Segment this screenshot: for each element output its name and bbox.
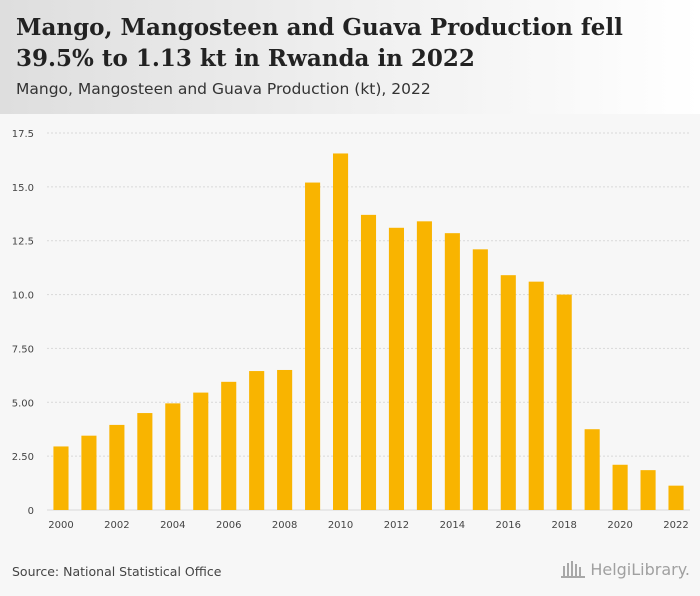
x-tick-label: 2000: [48, 520, 73, 531]
y-tick-label: 15.0: [12, 183, 34, 194]
y-tick-label: 10.0: [12, 291, 34, 302]
bar-2010: [332, 153, 349, 511]
bar-2000: [53, 446, 69, 510]
bar-2008: [277, 369, 293, 510]
helgilibrary-logo: HelgiLibrary.: [560, 558, 690, 580]
bar-2019: [584, 429, 600, 510]
bar-2007: [249, 371, 265, 510]
x-tick-label: 2018: [551, 520, 576, 531]
bar-2009: [305, 182, 321, 510]
x-tick-label: 2010: [328, 520, 353, 531]
chart-area: 0 2.50 5.00 7.50 10.0 12.5 15.0 17.5 2000 2002 200…: [0, 114, 700, 546]
x-tick-label: 2022: [663, 520, 688, 531]
y-tick-label: 17.5: [12, 129, 34, 140]
bar-2018: [556, 294, 572, 510]
chart-subtitle: Mango, Mangosteen and Guava Production (…: [16, 80, 431, 98]
bar-2020: [612, 464, 628, 510]
bar-2005: [193, 392, 209, 510]
bar-2003: [137, 413, 153, 510]
x-tick-label: 2014: [440, 520, 465, 531]
bar-2002: [109, 424, 125, 510]
bar-2011: [360, 214, 377, 510]
x-tick-label: 2006: [216, 520, 241, 531]
x-tick-label: 2016: [496, 520, 521, 531]
bar-2021: [640, 470, 656, 510]
header: Mango, Mangosteen and Guava Production f…: [0, 0, 700, 114]
y-tick-label: 2.50: [12, 452, 34, 463]
bar-2001: [81, 435, 97, 510]
bar-2015: [472, 249, 488, 510]
bar-2004: [165, 403, 181, 510]
x-tick-label: 2002: [104, 520, 129, 531]
logo-text: HelgiLibrary.: [590, 559, 690, 579]
x-tick-label: 2004: [160, 520, 185, 531]
bar-2014: [444, 233, 460, 510]
x-tick-label: 2020: [607, 520, 632, 531]
bar-2016: [500, 275, 516, 510]
x-tick-label: 2008: [272, 520, 297, 531]
bar-2022: [668, 485, 684, 510]
y-tick-label: 0: [28, 506, 34, 517]
y-tick-label: 7.50: [12, 344, 34, 355]
bar-chart: 0 2.50 5.00 7.50 10.0 12.5 15.0 17.5 2000 2002 200…: [12, 129, 690, 531]
y-tick-label: 5.00: [12, 398, 34, 409]
source-note: Source: National Statistical Office: [12, 564, 222, 579]
y-tick-label: 12.5: [12, 237, 34, 248]
bar-2013: [416, 221, 432, 510]
footer: Source: National Statistical Office Helg…: [0, 546, 700, 596]
library-icon: [561, 561, 586, 578]
bar-2006: [221, 381, 237, 510]
x-tick-label: 2012: [384, 520, 409, 531]
chart-title: Mango, Mangosteen and Guava Production f…: [16, 14, 623, 72]
bar-2017: [528, 281, 544, 510]
bar-2012: [388, 227, 405, 510]
